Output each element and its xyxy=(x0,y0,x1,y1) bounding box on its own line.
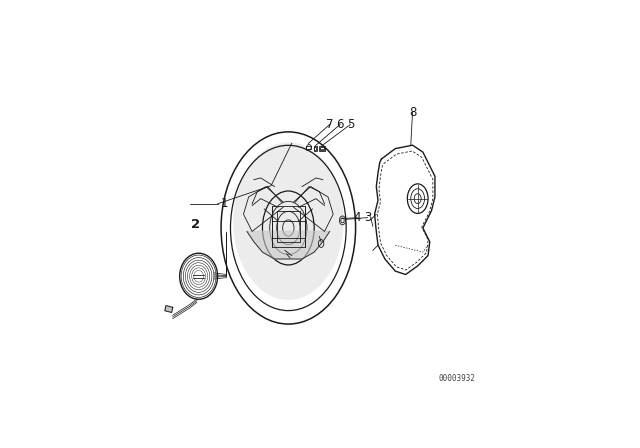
Text: 8: 8 xyxy=(409,106,416,119)
Text: 4: 4 xyxy=(353,211,361,224)
Text: 1: 1 xyxy=(221,197,228,210)
Ellipse shape xyxy=(233,142,344,300)
Text: 7: 7 xyxy=(326,118,333,131)
Text: 6: 6 xyxy=(337,118,344,131)
Text: 3: 3 xyxy=(364,211,371,224)
Bar xyxy=(319,146,325,151)
Bar xyxy=(277,211,300,242)
Bar xyxy=(314,147,316,150)
Bar xyxy=(320,147,324,151)
Text: 5: 5 xyxy=(347,118,354,131)
Polygon shape xyxy=(165,306,173,313)
Text: 2: 2 xyxy=(191,218,200,231)
Text: 00003932: 00003932 xyxy=(439,374,476,383)
Bar xyxy=(314,146,317,151)
Bar xyxy=(307,146,312,149)
Polygon shape xyxy=(247,232,330,259)
Bar xyxy=(272,206,305,247)
